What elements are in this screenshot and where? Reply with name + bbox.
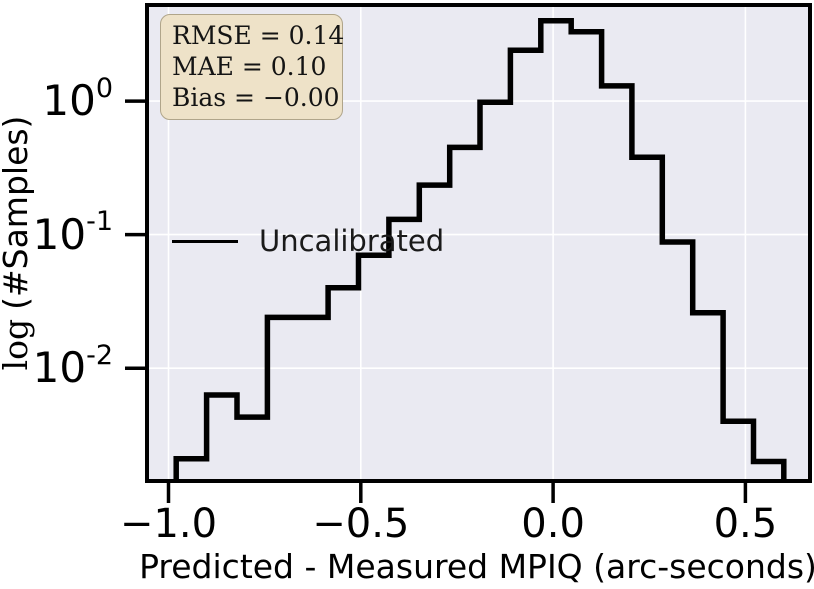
y-axis-label-samples: (#Samples) bbox=[0, 115, 35, 310]
y-axis-label-log: log bbox=[0, 318, 35, 371]
x-tick-label: −1.0 bbox=[119, 501, 218, 547]
y-tick-label: 10 -2 bbox=[0, 342, 113, 394]
histogram-step-line bbox=[173, 17, 787, 481]
y-tick-label: 10 -1 bbox=[0, 206, 113, 261]
stats-line-mae: MAE = 0.10 bbox=[172, 52, 327, 81]
y-tick-base: 10 bbox=[32, 209, 87, 259]
x-tick-label: 0.5 bbox=[713, 501, 778, 547]
y-tick-exponent: 0 bbox=[95, 72, 113, 104]
x-tick-label: 0.0 bbox=[521, 501, 585, 547]
axes-frame bbox=[145, 3, 812, 483]
y-tick-base: 10 bbox=[32, 343, 87, 393]
y-tick-exponent: -1 bbox=[86, 206, 113, 238]
y-tick-base: 10 bbox=[42, 76, 96, 126]
y-tick-exponent: -2 bbox=[86, 339, 113, 371]
legend: Uncalibrated bbox=[172, 223, 444, 259]
y-tick-label: 10 0 bbox=[0, 75, 113, 127]
stats-line-rmse: RMSE = 0.14 bbox=[172, 21, 345, 50]
legend-line-sample bbox=[172, 239, 238, 243]
stats-box: RMSE = 0.14 MAE = 0.10 Bias = −0.00 bbox=[160, 14, 345, 120]
legend-label: Uncalibrated bbox=[259, 223, 445, 258]
y-axis-label: log (#Samples) bbox=[0, 115, 35, 371]
x-axis-label: Predicted - Measured MPIQ (arc-seconds) bbox=[139, 547, 814, 586]
stats-line-bias: Bias = −0.00 bbox=[172, 83, 340, 112]
x-tick-label: −0.5 bbox=[312, 501, 410, 547]
